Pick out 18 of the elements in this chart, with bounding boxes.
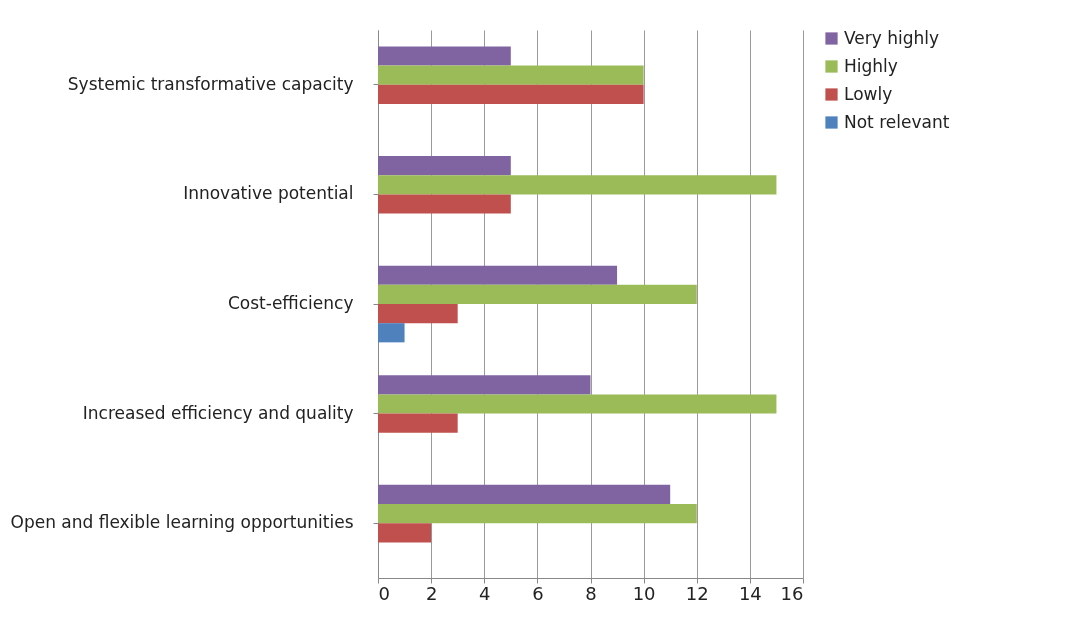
x-tick-label: 4 — [479, 582, 491, 604]
x-tick-label: 8 — [585, 582, 597, 604]
y-tick-label: Open and flexible learning opportunities — [10, 512, 354, 533]
legend-label: Very highly — [844, 27, 940, 48]
y-tick-label: Innovative potential — [183, 183, 354, 204]
legend-label: Not relevant — [844, 111, 950, 132]
y-tick-label: Systemic transformative capacity — [67, 73, 354, 94]
legend-label: Lowly — [844, 83, 893, 104]
x-tick-label: 16 — [780, 582, 804, 604]
x-tick-label: 12 — [685, 582, 709, 604]
legend-label: Highly — [844, 55, 898, 76]
x-tick-label: 6 — [532, 582, 544, 604]
x-tick-label: 2 — [425, 582, 438, 604]
y-tick-label: Increased efficiency and quality — [82, 402, 354, 423]
x-tick-label: 0 — [378, 582, 390, 604]
x-tick-label: 14 — [738, 582, 762, 604]
y-tick-label: Cost-efficiency — [227, 293, 354, 313]
x-tick-label: 10 — [632, 582, 656, 604]
